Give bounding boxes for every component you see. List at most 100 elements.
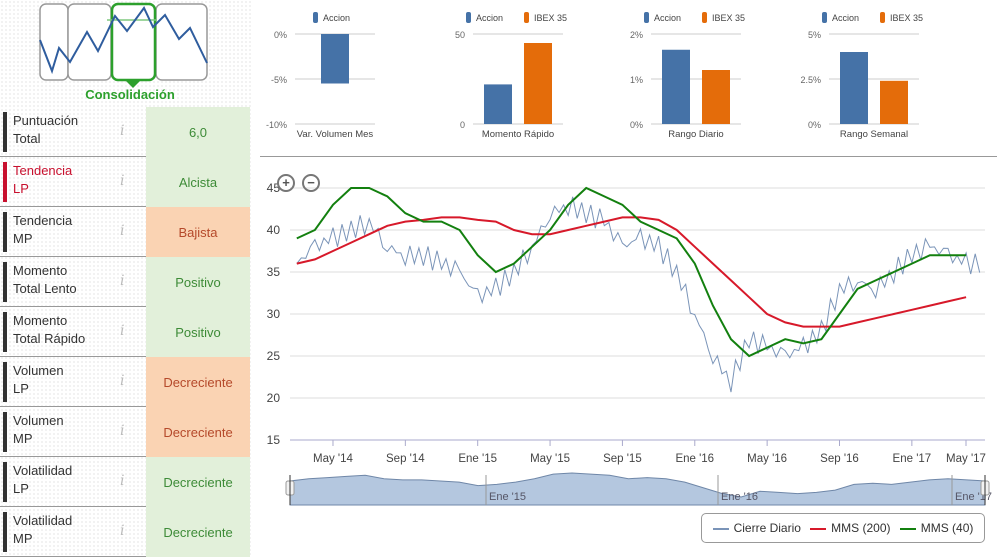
legend-swatch [644,12,649,23]
legend-label: IBEX 35 [712,13,745,23]
indicator-label-line2: MP [13,231,33,246]
indicator-label-line2: MP [13,531,33,546]
legend-label: Accion [832,13,859,23]
mini-chart: 2% 1% 0% Accion IBEX 35 Rango Diario [630,12,745,140]
legend-swatch [810,527,827,530]
phase-pointer [125,80,141,88]
indicator-label: Puntuación Total [3,112,133,152]
indicator-label: Momento Total Lento [3,262,133,302]
indicator-row: Volatilidad LP i Decreciente [0,457,250,507]
indicator-value: Decreciente [146,457,250,507]
x-tick-label: Ene '15 [458,453,497,465]
indicator-label-line1: Tendencia [13,163,73,178]
indicator-row: Momento Total Rápido i Positivo [0,307,250,357]
indicator-value: Decreciente [146,507,250,557]
indicator-row: Volumen LP i Decreciente [0,357,250,407]
phase-price-line [39,6,208,75]
indicator-row: Puntuación Total i 6,0 [0,107,250,157]
y-tick-label: 30 [267,307,281,321]
x-tick-label: May '14 [313,453,354,465]
info-icon[interactable]: i [120,173,125,189]
indicator-value: Alcista [146,157,250,207]
indicator-row: Volumen MP i Decreciente [0,407,250,457]
indicator-row: Volatilidad MP i Decreciente [0,507,250,557]
indicator-label-line2: LP [13,381,29,396]
info-icon[interactable]: i [120,423,125,439]
indicator-label-line1: Momento [13,313,68,328]
x-tick-label: Sep '16 [820,453,859,465]
indicator-label-line1: Volumen [13,413,64,428]
indicator-label-line2: Total Rápido [13,331,86,346]
legend-label: IBEX 35 [534,13,567,23]
indicator-label: Volatilidad LP [3,462,133,502]
indicator-value: Decreciente [146,357,250,407]
y-tick-label: 0 [460,120,465,130]
info-icon[interactable]: i [120,273,125,289]
x-tick-label: May '15 [530,453,570,465]
y-tick-label: 2.5% [800,75,821,85]
indicator-row: Tendencia MP i Bajista [0,207,250,257]
x-tick-label: Ene '16 [675,453,714,465]
info-icon[interactable]: i [120,373,125,389]
indicator-value: Positivo [146,307,250,357]
info-icon[interactable]: i [120,523,125,539]
legend-label: Accion [476,13,503,23]
legend-label: MMS (200) [831,521,891,535]
x-tick-label: May '17 [946,453,986,465]
y-tick-label: 15 [267,433,281,447]
y-tick-label: 35 [267,265,281,279]
indicator-value: Positivo [146,257,250,307]
legend-swatch [524,12,529,23]
legend-swatch [702,12,707,23]
x-tick-label: Ene '17 [893,453,932,465]
x-tick-label: May '16 [747,453,787,465]
y-tick-label: 2% [630,30,643,40]
x-tick-label: Sep '15 [603,453,642,465]
info-icon[interactable]: i [120,473,125,489]
info-icon[interactable]: i [120,323,125,339]
legend-item-mms40[interactable]: MMS (40) [899,521,973,535]
info-icon[interactable]: i [120,223,125,239]
zoom-in-icon[interactable]: + [277,174,295,192]
legend-swatch [466,12,471,23]
indicator-label: Tendencia MP [3,212,133,252]
indicator-label: Momento Total Rápido [3,312,133,352]
indicator-value: 6,0 [146,107,250,157]
series-line-mms-40- [296,186,967,358]
y-tick-label: 0% [808,120,821,130]
price-chart: 45 40 35 30 25 20 15 May '14 Sep '14 Ene '15 May '… [267,181,992,506]
mini-bar-charts: 0% -5% -10% Accion Var. Volumen Mes 50 0 Accion… [266,12,923,140]
y-tick-label: 1% [630,75,643,85]
indicator-label-line1: Puntuación [13,113,79,128]
legend-swatch [822,12,827,23]
indicator-label-line1: Volumen [13,363,64,378]
indicator-label-line1: Tendencia [13,213,73,228]
indicator-value: Bajista [146,207,250,257]
legend-label: Accion [654,13,681,23]
legend-item-mms200[interactable]: MMS (200) [810,521,891,535]
indicator-label-line2: LP [13,481,29,496]
indicator-label: Tendencia LP [3,162,133,202]
x-tick-label: Sep '14 [386,453,425,465]
y-tick-label: -10% [266,120,287,130]
indicator-label-line1: Volatilidad [13,463,73,478]
info-icon[interactable]: i [120,123,125,139]
series-line-mms-200- [296,216,967,328]
bar-ibex-35 [880,80,908,124]
y-tick-label: 25 [267,349,281,363]
x-category-label: Momento Rápido [482,129,554,140]
legend-swatch [880,12,885,23]
legend-label: IBEX 35 [890,13,923,23]
indicator-label-line1: Momento [13,263,68,278]
indicator-row: Tendencia LP i Alcista [0,157,250,207]
bar-ibex-35 [524,43,552,124]
indicator-value: Decreciente [146,407,250,457]
indicator-label: Volumen LP [3,362,133,402]
zoom-out-icon[interactable]: − [302,174,320,192]
indicator-row: Momento Total Lento i Positivo [0,257,250,307]
navigator-label: Ene '15 [489,491,526,503]
indicator-label-line2: Total Lento [13,281,77,296]
bar-ibex-35 [702,70,730,124]
legend-item-cierre[interactable]: Cierre Diario [712,521,801,535]
legend-label: Cierre Diario [733,521,801,535]
